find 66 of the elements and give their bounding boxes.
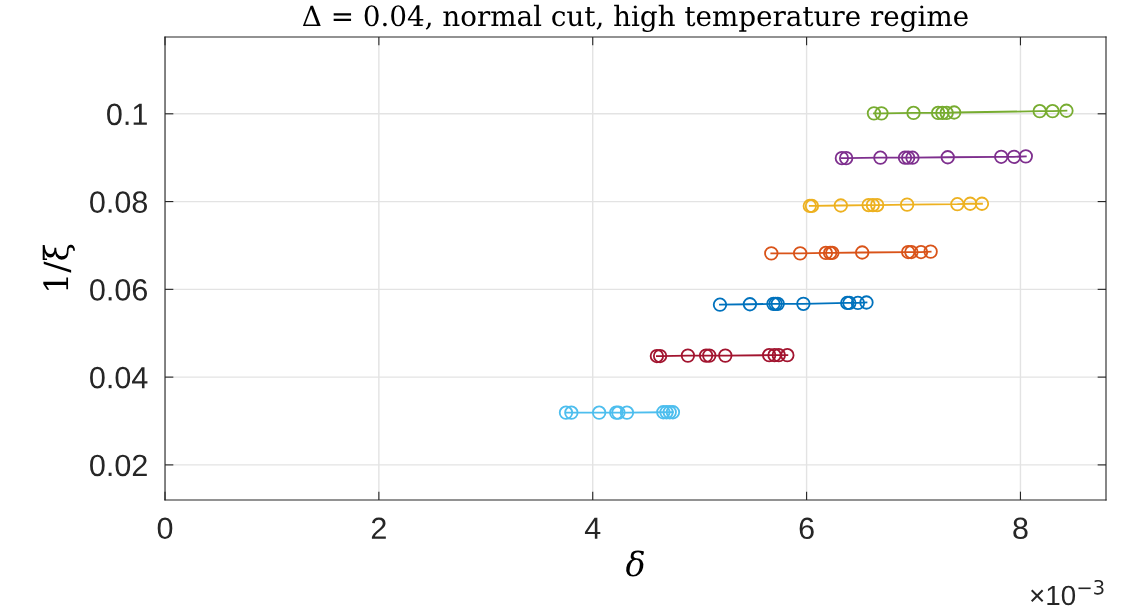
point: [833, 198, 848, 213]
point: [974, 196, 990, 211]
point: [712, 297, 728, 312]
point: [855, 245, 870, 260]
point: [850, 295, 866, 311]
point: [865, 197, 881, 213]
x-tick-label: 2: [371, 517, 386, 539]
point: [771, 348, 786, 363]
y-tick-label: 0.1: [107, 103, 147, 126]
point: [1059, 103, 1074, 118]
x-axis-title: δ: [626, 550, 644, 577]
point: [873, 150, 888, 165]
point: [939, 105, 954, 121]
chart-title: Δ = 0.04, normal cut, high temperature regime: [302, 4, 968, 33]
point: [591, 405, 607, 420]
point: [619, 405, 635, 420]
y-tick-label: 0.04: [90, 366, 148, 389]
y-axis-title: 1/ξ: [42, 244, 75, 290]
point: [950, 197, 965, 212]
point: [1018, 149, 1033, 164]
point: [780, 348, 795, 363]
point: [796, 296, 811, 311]
x-tick-label: 0: [157, 517, 173, 540]
y-tick-label: 0.06: [90, 279, 147, 301]
point: [764, 246, 779, 261]
point: [1045, 104, 1060, 119]
point: [897, 150, 913, 165]
point: [834, 150, 850, 166]
point: [861, 197, 876, 213]
point: [866, 106, 882, 121]
point: [901, 150, 916, 165]
point: [870, 197, 885, 213]
point: [963, 196, 978, 211]
point: [818, 245, 833, 261]
point: [947, 105, 962, 120]
x-tick-label: 8: [1013, 517, 1028, 540]
point: [913, 244, 929, 260]
point: [839, 150, 854, 166]
point: [899, 197, 915, 212]
point: [940, 150, 955, 165]
point: [702, 348, 717, 363]
point: [564, 405, 579, 420]
point: [935, 105, 950, 121]
y-tick-label: 0.08: [90, 191, 148, 213]
text: ×10$^{−3}$: [1030, 579, 1104, 606]
point: [680, 348, 696, 363]
x-tick-label: 4: [584, 517, 601, 539]
point: [905, 150, 920, 165]
point: [859, 295, 874, 310]
y-tick-label: 0.02: [90, 454, 147, 477]
point: [1006, 149, 1022, 164]
point: [767, 348, 782, 363]
point: [994, 149, 1009, 164]
point: [558, 405, 574, 420]
point: [874, 106, 889, 121]
point: [665, 405, 681, 420]
point: [923, 244, 938, 259]
point: [906, 105, 921, 121]
point: [793, 246, 808, 261]
point: [742, 297, 758, 312]
x-tick-label: 6: [799, 517, 814, 540]
point: [930, 105, 946, 121]
point: [698, 348, 714, 363]
point: [762, 348, 777, 363]
point: [718, 348, 733, 363]
point: [1032, 104, 1047, 119]
